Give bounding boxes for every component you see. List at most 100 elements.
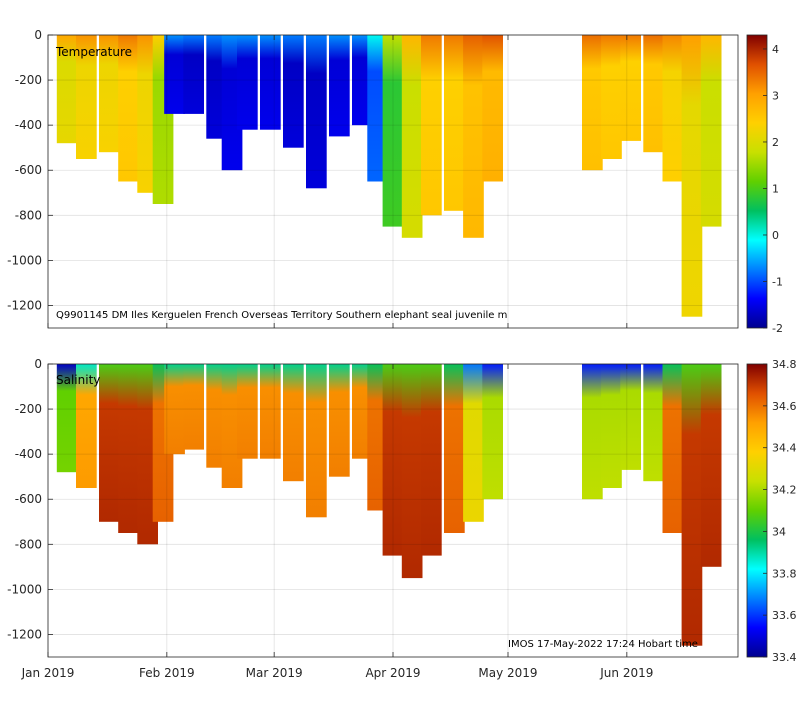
x-tick-label: Apr 2019 [365,666,420,680]
profile-column [681,364,703,646]
profile-column [76,35,97,159]
colorbar-tick-label: 33.8 [772,567,797,580]
profile-column [306,364,327,518]
profile-column [183,364,204,450]
profile-column [260,35,281,130]
profile-column [463,35,484,238]
salinity-title: Salinity [56,373,100,387]
profile-column [444,364,465,533]
temperature-title: Temperature [55,45,132,59]
colorbar-tick-label: -2 [772,322,783,335]
profile-column [482,35,503,182]
profile-column [401,364,423,579]
profile-column [601,35,622,159]
profile-column [662,364,684,533]
colorbar-tick-label: 2 [772,136,779,149]
temperature-x-ticks [47,35,628,328]
colorbar-tick-label: 34.8 [772,358,797,371]
x-tick-label: Jun 2019 [599,666,653,680]
y-tick-label: -600 [15,163,42,177]
colorbar-tick-label: 33.6 [772,609,797,622]
colorbar-tick-label: 34.2 [772,484,797,497]
y-tick-label: -1200 [7,298,42,312]
profile-column [237,364,258,459]
x-tick-label: Mar 2019 [246,666,303,680]
colorbar-tick-label: 33.4 [772,651,797,664]
profile-column [421,364,442,556]
profile-column [329,35,350,137]
profile-column [482,364,503,500]
y-tick-label: 0 [34,357,42,371]
profile-column [421,35,442,216]
temperature-annotation: Q9901145 DM Iles Kerguelen French Overse… [56,310,507,321]
profile-column [99,35,120,153]
temperature-profiles [56,35,722,317]
salinity-colorbar: 34.8 34.6 34.4 34.2 34 33.8 33.6 33.4 [746,358,797,664]
colorbar-scale [746,34,768,329]
y-tick-label: -400 [15,118,42,132]
y-tick-label: -1000 [7,253,42,267]
y-tick-label: -200 [15,73,42,87]
profile-column [283,35,304,148]
salinity-x-ticks: Jan 2019 Feb 2019 Mar 2019 Apr 2019 May 2019… [21,364,653,680]
footer-timestamp: IMOS 17-May-2022 17:24 Hobart time [508,639,698,650]
profile-column [306,35,327,189]
colorbar-tick-label: 34 [772,525,786,538]
profile-column [662,35,684,182]
profile-column [700,364,722,567]
salinity-panel: 0 -200 -400 -600 -800 -1000 -1200 Jan 2019 Feb … [7,357,796,680]
profile-column [643,35,664,153]
colorbar-tick-label: 34.4 [772,442,797,455]
x-tick-label: Jan 2019 [21,666,75,680]
x-tick-label: May 2019 [478,666,537,680]
profile-column [582,35,603,171]
profile-column [444,35,465,211]
profile-column [164,35,185,114]
temperature-panel: 0-200-400-600-800-1000-1200 Temperature … [7,28,783,335]
profile-column [164,364,185,455]
y-tick-label: -1000 [7,582,42,596]
profile-column [76,364,97,488]
profile-column [582,364,603,500]
salinity-y-ticks: 0 -200 -400 -600 -800 -1000 -1200 [7,357,53,641]
colorbar-tick-label: 1 [772,182,779,195]
colorbar-tick-label: 34.6 [772,400,797,413]
y-tick-label: -800 [15,208,42,222]
y-tick-label: -800 [15,537,42,551]
colorbar-tick-label: -1 [772,275,783,288]
colorbar-scale [746,363,768,658]
profile-column [382,35,404,227]
y-tick-label: -200 [15,402,42,416]
profile-column [643,364,664,482]
profile-column [56,364,78,473]
profile-column [401,35,423,238]
profile-column [601,364,622,488]
profile-column [183,35,204,114]
y-tick-label: 0 [34,28,42,42]
colorbar-tick-label: 0 [772,229,779,242]
profile-column [620,35,641,141]
temperature-y-ticks: 0 -200 -400 -600 -800 -1000 -1200 [7,28,53,312]
y-tick-label: -400 [15,447,42,461]
profile-column [118,364,139,533]
profile-column [681,35,703,317]
profile-column [329,364,350,477]
profile-column [620,364,641,470]
profile-column [283,364,304,482]
profile-column [56,35,78,144]
profile-column [237,35,258,130]
profile-column [118,35,139,182]
y-tick-label: -1200 [7,627,42,641]
profile-column [463,364,484,522]
profile-column [700,35,722,227]
y-tick-label: -600 [15,492,42,506]
colorbar-tick-label: 3 [772,89,779,102]
x-tick-label: Feb 2019 [139,666,195,680]
salinity-profiles [56,364,722,646]
profile-column [382,364,404,556]
profile-column [99,364,120,522]
temperature-colorbar: 4 3 2 1 0 -1 -2 [746,34,783,335]
profile-column [260,364,281,459]
